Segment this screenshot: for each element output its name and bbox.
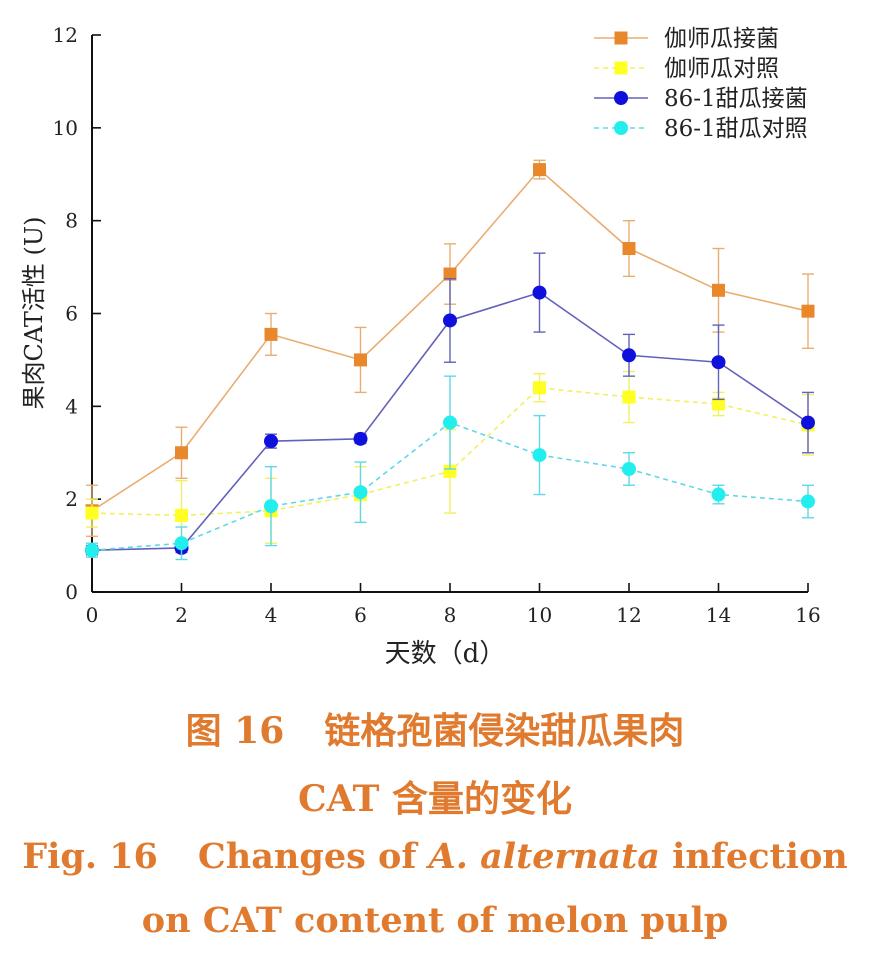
legend-label: 86-1甜瓜接菌	[664, 86, 808, 112]
x-tick-label: 8	[444, 603, 457, 627]
y-tick-label: 12	[53, 23, 78, 47]
x-tick-label: 2	[175, 603, 188, 627]
series-3	[85, 252, 815, 558]
caption-species-name: A. alternata	[428, 836, 660, 877]
data-point	[175, 508, 188, 522]
y-tick-label: 6	[65, 302, 78, 326]
caption-chinese-line-1: 图 16 链格孢菌侵染甜瓜果肉	[0, 702, 870, 754]
data-point	[533, 163, 546, 177]
data-point	[801, 304, 815, 318]
data-point	[532, 448, 547, 463]
data-point	[264, 434, 278, 449]
data-point	[801, 415, 815, 430]
y-axis-label: 果肉CAT活性 (U)	[20, 217, 48, 410]
x-tick-label: 12	[616, 603, 641, 627]
data-point	[443, 415, 457, 430]
caption-title-cn-1: 链格孢菌侵染甜瓜果肉	[324, 710, 685, 752]
legend-marker	[614, 31, 628, 45]
data-point	[801, 494, 815, 509]
legend-entry-4: 86-1甜瓜对照	[594, 116, 808, 142]
legend-marker	[614, 61, 628, 75]
legend-label: 86-1甜瓜对照	[664, 116, 808, 142]
caption-title-en-1b: infection	[672, 836, 848, 877]
legend-entry-2: 伽师瓜对照	[594, 56, 779, 82]
legend-entry-3: 86-1甜瓜接菌	[594, 86, 808, 112]
data-point	[443, 267, 457, 281]
data-point	[622, 390, 636, 404]
y-tick-label: 8	[65, 209, 78, 233]
caption-title-cn-2: CAT 含量的变化	[298, 778, 572, 820]
data-point	[353, 485, 368, 500]
data-point	[712, 397, 725, 411]
x-tick-label: 6	[354, 603, 367, 627]
x-tick-label: 0	[86, 603, 99, 627]
data-point	[354, 353, 367, 367]
caption-chinese-line-2: CAT 含量的变化	[0, 770, 870, 822]
caption-figure-label-en: Fig. 16	[22, 836, 158, 877]
data-point	[622, 348, 636, 363]
data-point	[443, 464, 457, 478]
legend-marker	[614, 121, 628, 135]
caption-figure-label-cn: 图 16	[185, 710, 285, 752]
chart-series	[85, 159, 815, 561]
caption-title-en-2: on CAT content of melon pulp	[141, 900, 729, 941]
y-tick-label: 10	[53, 116, 78, 140]
caption-title-en-1a: Changes of	[197, 836, 417, 877]
data-point	[175, 446, 188, 460]
data-point	[353, 431, 368, 446]
legend-label: 伽师瓜对照	[664, 56, 779, 82]
data-point	[712, 283, 725, 297]
data-point	[711, 487, 726, 502]
data-point	[622, 461, 636, 476]
caption-english-line-2: on CAT content of melon pulp	[0, 900, 870, 941]
x-tick-label: 16	[795, 603, 820, 627]
series-4	[85, 375, 815, 561]
y-tick-label: 2	[65, 487, 78, 511]
legend-entry-1: 伽师瓜接菌	[594, 26, 779, 52]
data-point	[264, 327, 278, 341]
chart-axes: 0 2 4 6 8 10 12 0 2 4 6 8 10 12 14 16	[53, 23, 821, 627]
x-tick-label: 14	[706, 603, 731, 627]
legend-label: 伽师瓜接菌	[664, 26, 779, 52]
data-point	[174, 536, 189, 551]
x-tick-label: 4	[265, 603, 278, 627]
data-point	[264, 499, 278, 514]
data-point	[85, 506, 99, 520]
data-point	[533, 381, 546, 395]
legend-marker	[614, 91, 628, 105]
data-point	[85, 543, 99, 558]
data-point	[711, 355, 726, 370]
data-point	[622, 242, 636, 256]
x-tick-label: 10	[527, 603, 552, 627]
caption-english-line-1: Fig. 16 Changes of A. alternata infection	[0, 836, 870, 877]
x-axis-label: 天数（d）	[385, 639, 506, 669]
y-tick-label: 4	[65, 394, 78, 418]
data-point	[532, 285, 547, 300]
y-tick-label: 0	[65, 580, 78, 604]
data-point	[443, 313, 457, 328]
